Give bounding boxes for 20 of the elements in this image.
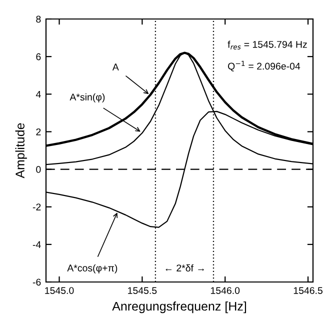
annotation: A*cos(φ+π) bbox=[67, 264, 118, 274]
x-tick-label: 1546.0 bbox=[210, 287, 240, 294]
y-tick-label: 2 bbox=[36, 128, 41, 136]
y-tick-label: 4 bbox=[36, 90, 41, 98]
annotation: Q$^{−1}$ = 2.096e-04 bbox=[228, 60, 300, 72]
annotation: A*sin(φ) bbox=[70, 93, 105, 102]
y-tick-label: -4 bbox=[32, 241, 41, 248]
y-tick-label: 8 bbox=[36, 16, 41, 23]
y-tick-label: 0 bbox=[36, 166, 41, 173]
x-tick-label: 1545.5 bbox=[128, 287, 157, 294]
annotation: f$_{res}$ = 1545.794 Hz bbox=[228, 40, 307, 50]
y-axis-title: Amplitude bbox=[15, 123, 27, 178]
x-tick-label: 1545.0 bbox=[45, 287, 74, 294]
y-tick-label: 6 bbox=[36, 53, 41, 60]
x-axis-title: Anregungsfrequenz [Hz] bbox=[112, 301, 246, 314]
y-tick-label: -6 bbox=[32, 278, 41, 286]
annotation: A bbox=[112, 64, 119, 70]
x-tick-label: 1546.5 bbox=[294, 287, 322, 294]
y-tick-label: -2 bbox=[32, 204, 41, 210]
annotation: ← 2*δf → bbox=[166, 264, 204, 272]
